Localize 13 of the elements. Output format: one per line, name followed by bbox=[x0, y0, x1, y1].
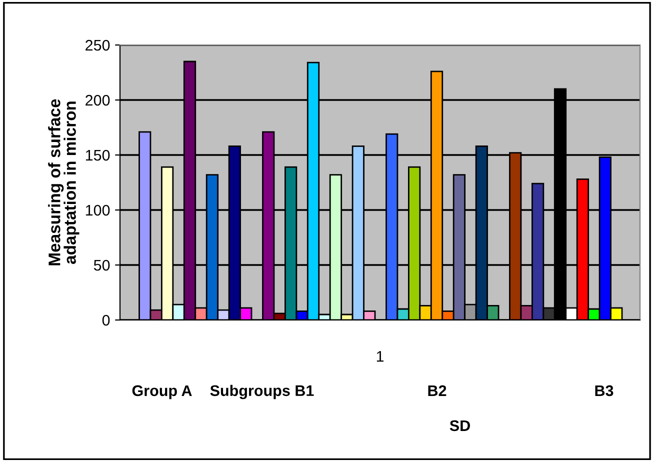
y-tick-label: 200 bbox=[86, 94, 110, 106]
y-tick-label: 250 bbox=[86, 40, 110, 51]
text: SD bbox=[450, 420, 470, 432]
y-tick-label: 150 bbox=[86, 150, 110, 161]
y-tick-label: 0 bbox=[102, 314, 110, 326]
text: Subgroups B1 bbox=[210, 384, 314, 400]
y-tick-label: 100 bbox=[86, 204, 110, 216]
y-tick-label: 50 bbox=[94, 260, 110, 271]
text: B3 bbox=[595, 385, 614, 396]
text: Group A bbox=[132, 385, 192, 400]
text: B2 bbox=[428, 385, 446, 396]
x-tick-label: 1 bbox=[376, 351, 384, 362]
y-axis-title: Measuring of surface adaptation in micron bbox=[48, 99, 80, 266]
